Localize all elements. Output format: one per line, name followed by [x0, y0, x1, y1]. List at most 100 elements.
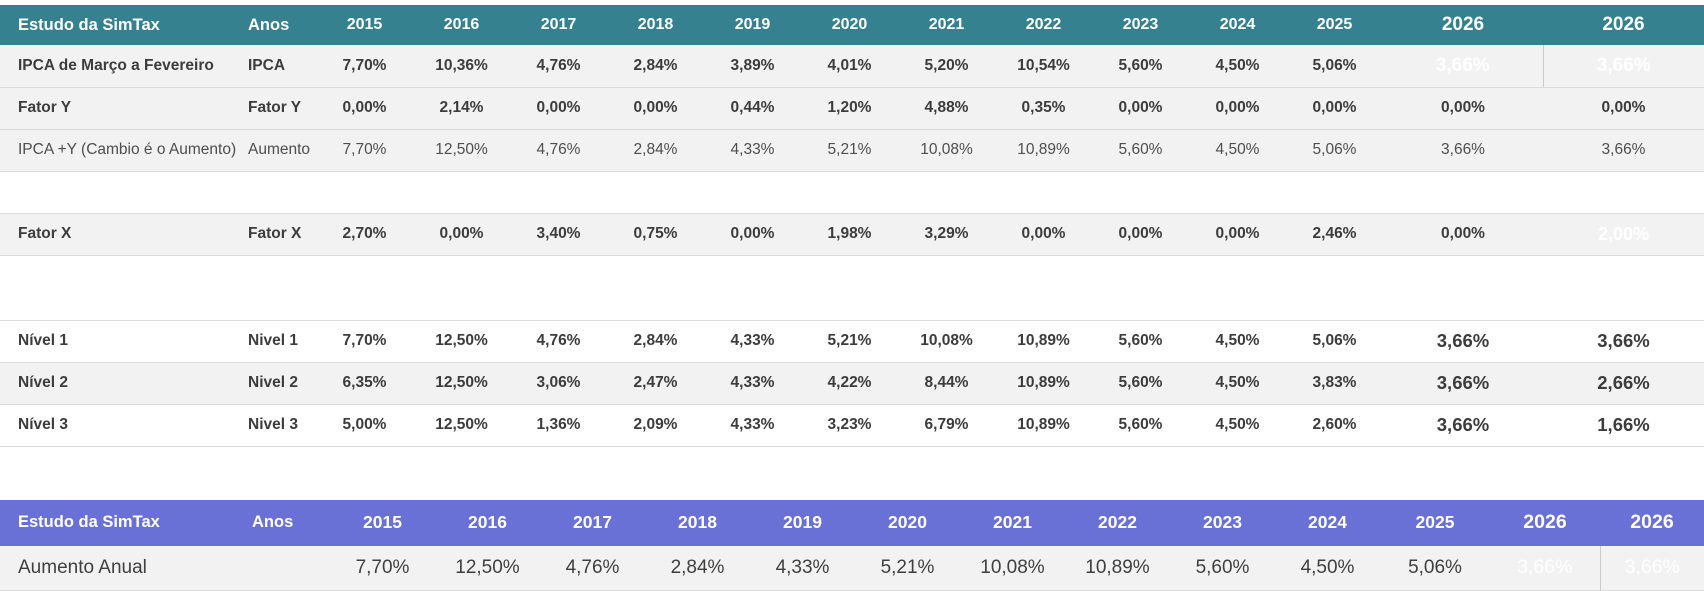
cell-ipca-2023: 5,60% [1092, 45, 1189, 87]
cell-aumento-2020: 5,21% [801, 129, 898, 171]
cell-nivel-1-2018: 2,84% [607, 320, 704, 362]
cell-nivel-1-2016: 12,50% [413, 320, 510, 362]
bottom-col-header-2019: 2019 [750, 500, 855, 546]
cell-nivel-3-2015: 5,00% [316, 404, 413, 446]
bottom-col-header-2017: 2017 [540, 500, 645, 546]
cell-aumento-anual-2020: 5,21% [855, 546, 960, 591]
cell-ipca-2016: 10,36% [413, 45, 510, 87]
cell-fator-y-2020: 1,20% [801, 87, 898, 129]
cell-nivel-1-2020: 5,21% [801, 320, 898, 362]
cell-nivel-1-2022: 10,89% [995, 320, 1092, 362]
cell-nivel-3-2016: 12,50% [413, 404, 510, 446]
cell-ipca-2020: 4,01% [801, 45, 898, 87]
cell-fator-x-2018: 0,75% [607, 213, 704, 255]
row-key-nivel-3: Nivel 3 [248, 404, 316, 446]
cell-aumento-anual-2022: 10,89% [1065, 546, 1170, 591]
row-label-ipca: IPCA de Março a Fevereiro [0, 45, 248, 87]
cell-aumento-2019: 4,33% [704, 129, 801, 171]
cell-nivel-2-2025: 3,83% [1286, 362, 1383, 404]
row-key-aumento: Aumento [248, 129, 316, 171]
top-col-header-2021: 2021 [898, 5, 995, 45]
top-table-title: Estudo da SimTax [0, 5, 248, 45]
cell-fator-y-2017: 0,00% [510, 87, 607, 129]
bottom-col-header-anos: Anos [252, 500, 330, 546]
cell-fator-y-2021: 4,88% [898, 87, 995, 129]
cell-ipca-2025: 5,06% [1286, 45, 1383, 87]
cell-ipca-2026-a: 3,66% [1383, 45, 1543, 87]
bottom-col-header-2024: 2024 [1275, 500, 1380, 546]
spacer-row [0, 255, 1704, 320]
row-key-ipca: IPCA [248, 45, 316, 87]
cell-aumento-2023: 5,60% [1092, 129, 1189, 171]
cell-fator-y-2026-b: 0,00% [1543, 87, 1704, 129]
row-label-aumento-anual: Aumento Anual [0, 546, 252, 591]
cell-nivel-1-2025: 5,06% [1286, 320, 1383, 362]
cell-nivel-2-2017: 3,06% [510, 362, 607, 404]
bottom-col-header-2026-b: 2026 [1600, 500, 1704, 546]
top-col-header-2026-a: 2026 [1383, 5, 1543, 45]
row-key-aumento-anual [252, 546, 330, 591]
cell-aumento-2021: 10,08% [898, 129, 995, 171]
cell-nivel-1-2017: 4,76% [510, 320, 607, 362]
cell-fator-x-2023: 0,00% [1092, 213, 1189, 255]
cell-aumento-2016: 12,50% [413, 129, 510, 171]
bottom-col-header-2022: 2022 [1065, 500, 1170, 546]
cell-nivel-2-2022: 10,89% [995, 362, 1092, 404]
top-col-header-2024: 2024 [1189, 5, 1286, 45]
cell-aumento-anual-2016: 12,50% [435, 546, 540, 591]
cell-nivel-2-2026-b: 2,66% [1543, 362, 1704, 404]
top-col-header-2018: 2018 [607, 5, 704, 45]
cell-nivel-2-2019: 4,33% [704, 362, 801, 404]
cell-aumento-anual-2019: 4,33% [750, 546, 855, 591]
cell-nivel-3-2019: 4,33% [704, 404, 801, 446]
row-key-fator-x: Fator X [248, 213, 316, 255]
top-col-header-2019: 2019 [704, 5, 801, 45]
cell-nivel-1-2015: 7,70% [316, 320, 413, 362]
row-key-nivel-1: Nivel 1 [248, 320, 316, 362]
row-label-aumento: IPCA +Y (Cambio é o Aumento) [0, 129, 248, 171]
bottom-col-header-2016: 2016 [435, 500, 540, 546]
cell-fator-x-2026-b: 2,00% [1543, 213, 1704, 255]
cell-ipca-2026-b: 3,66% [1543, 45, 1704, 87]
spacer-cell [0, 171, 1704, 213]
cell-fator-y-2022: 0,35% [995, 87, 1092, 129]
cell-aumento-2026-b: 3,66% [1543, 129, 1704, 171]
top-col-header-2020: 2020 [801, 5, 898, 45]
cell-aumento-anual-2015: 7,70% [330, 546, 435, 591]
cell-nivel-2-2021: 8,44% [898, 362, 995, 404]
cell-fator-x-2022: 0,00% [995, 213, 1092, 255]
bottom-table-title: Estudo da SimTax [0, 500, 252, 546]
bottom-col-header-2018: 2018 [645, 500, 750, 546]
top-col-header-2023: 2023 [1092, 5, 1189, 45]
cell-aumento-2026-a: 3,66% [1383, 129, 1543, 171]
cell-fator-x-2017: 3,40% [510, 213, 607, 255]
cell-nivel-3-2023: 5,60% [1092, 404, 1189, 446]
cell-ipca-2021: 5,20% [898, 45, 995, 87]
cell-nivel-3-2017: 1,36% [510, 404, 607, 446]
cell-ipca-2018: 2,84% [607, 45, 704, 87]
bottom-col-header-2026-a: 2026 [1490, 500, 1600, 546]
cell-nivel-1-2019: 4,33% [704, 320, 801, 362]
cell-ipca-2015: 7,70% [316, 45, 413, 87]
cell-aumento-2024: 4,50% [1189, 129, 1286, 171]
spacer-cell [0, 255, 1704, 320]
cell-fator-y-2024: 0,00% [1189, 87, 1286, 129]
cell-fator-y-2025: 0,00% [1286, 87, 1383, 129]
cell-nivel-2-2023: 5,60% [1092, 362, 1189, 404]
cell-fator-y-2019: 0,44% [704, 87, 801, 129]
row-label-nivel-1: Nível 1 [0, 320, 248, 362]
cell-aumento-anual-2021: 10,08% [960, 546, 1065, 591]
cell-fator-x-2016: 0,00% [413, 213, 510, 255]
row-label-nivel-3: Nível 3 [0, 404, 248, 446]
